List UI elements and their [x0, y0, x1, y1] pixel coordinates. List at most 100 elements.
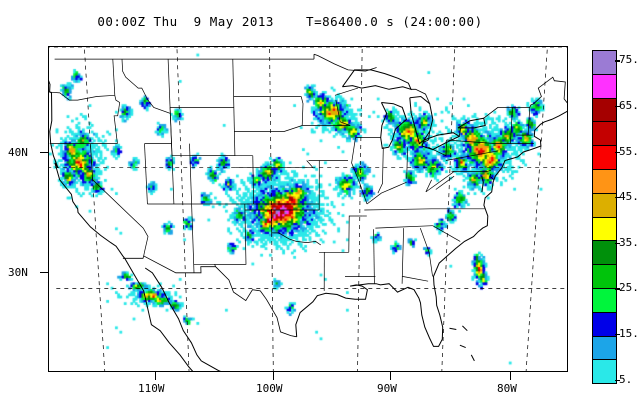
colorbar-tick-label: 25.	[619, 281, 639, 295]
map-outline	[234, 125, 303, 132]
map-outline	[445, 150, 499, 161]
map-outline	[510, 107, 513, 144]
map-outline	[419, 227, 433, 277]
map-outline	[411, 88, 431, 104]
x-axis-label-100w: 100W	[256, 382, 283, 395]
map-outline	[459, 344, 466, 349]
x-axis-label-90w: 90W	[377, 382, 397, 395]
y-axis-tick	[40, 152, 48, 154]
colorbar-tick	[615, 151, 620, 153]
map-outline	[201, 360, 221, 371]
map-outline	[449, 327, 457, 330]
colorbar-swatch	[593, 146, 616, 170]
colorbar-swatch	[593, 74, 616, 99]
map-outline	[244, 209, 321, 246]
map-outline	[481, 176, 484, 192]
map-outline	[351, 137, 368, 205]
map-outline	[432, 225, 461, 242]
map-outline	[144, 267, 202, 362]
colorbar-swatch	[593, 265, 616, 289]
map-outline	[373, 229, 375, 284]
map-outline	[421, 132, 461, 151]
x-axis-label-110w: 110W	[138, 382, 165, 395]
map-outline	[121, 59, 172, 144]
map-outline	[487, 169, 492, 172]
map-outline	[364, 208, 432, 211]
colorbar-swatch	[593, 241, 616, 266]
colorbar-swatch	[593, 193, 616, 218]
colorbar-swatch	[593, 217, 616, 242]
map-outline	[269, 47, 274, 371]
map-outline	[171, 143, 175, 205]
map-outline	[401, 228, 404, 284]
colorbar-tick	[615, 197, 620, 199]
map-outline	[527, 107, 531, 136]
map-outline	[483, 76, 567, 119]
map-outline	[489, 173, 492, 178]
x-axis-label-80w: 80W	[497, 382, 517, 395]
map-outline	[300, 96, 304, 126]
map-outline	[470, 354, 475, 362]
x-axis-tick	[273, 372, 275, 380]
colorbar-swatch	[593, 336, 616, 361]
colorbar-tick	[615, 379, 620, 381]
map-outline	[489, 175, 495, 181]
map-outline	[380, 102, 408, 149]
map-outline	[90, 143, 144, 229]
map-outline	[113, 95, 121, 144]
colorbar-swatch	[593, 51, 616, 75]
colorbar-tick-label: 35.	[619, 235, 639, 249]
map-outline	[124, 258, 194, 371]
map-outline	[189, 143, 195, 273]
colorbar-swatch	[593, 360, 616, 384]
map-outline	[446, 139, 511, 144]
map-outline	[49, 91, 115, 101]
map-outline	[441, 47, 456, 371]
y-axis-label-40n: 40N	[8, 146, 28, 159]
colorbar-tick-label: 45.	[619, 190, 639, 204]
map-outline	[406, 147, 408, 179]
x-axis-tick	[155, 372, 157, 380]
map-outline	[214, 264, 216, 267]
map-outline	[232, 59, 236, 156]
radar-map-plot	[48, 46, 568, 372]
map-overlay	[49, 47, 567, 371]
map-outline	[366, 181, 407, 205]
map-outline	[458, 127, 461, 137]
map-outline	[167, 59, 171, 114]
map-outline	[313, 53, 377, 72]
map-outline	[425, 179, 432, 193]
map-outline	[428, 139, 447, 157]
colorbar-tick	[615, 106, 620, 108]
map-outline	[435, 175, 455, 190]
map-outline	[334, 87, 359, 96]
x-axis-tick	[510, 372, 512, 380]
map-outline	[176, 47, 190, 371]
colorbar-swatch	[593, 288, 616, 313]
map-outline	[409, 95, 434, 145]
colorbar-swatch	[593, 98, 616, 123]
map-outline	[83, 47, 106, 371]
map-outline	[306, 160, 314, 168]
colorbar-tick-label: 5.	[619, 372, 633, 386]
map-outline	[252, 155, 254, 205]
colorbar-tick	[615, 288, 620, 290]
plot-title: 00:00Z Thu 9 May 2013 T=86400.0 s (24:00…	[97, 14, 483, 29]
map-outline	[142, 227, 149, 256]
map-outline	[295, 110, 567, 347]
colorbar-swatch	[593, 312, 616, 337]
colorbar-tick-label: 75.	[619, 53, 639, 67]
colorbar-tick-label: 65.	[619, 99, 639, 112]
map-outline	[357, 47, 363, 371]
colorbar-tick-label: 55.	[619, 144, 639, 158]
colorbar-tick	[615, 242, 620, 244]
map-outline	[525, 47, 548, 371]
x-axis-tick	[390, 372, 392, 380]
y-axis-label-30n: 30N	[8, 266, 28, 279]
map-outline	[112, 59, 116, 96]
colorbar-tick	[615, 334, 620, 336]
map-outline	[402, 276, 429, 282]
map-outline	[377, 147, 384, 194]
colorbar-swatch	[593, 122, 616, 147]
colorbar-tick-label: 15.	[619, 327, 639, 340]
